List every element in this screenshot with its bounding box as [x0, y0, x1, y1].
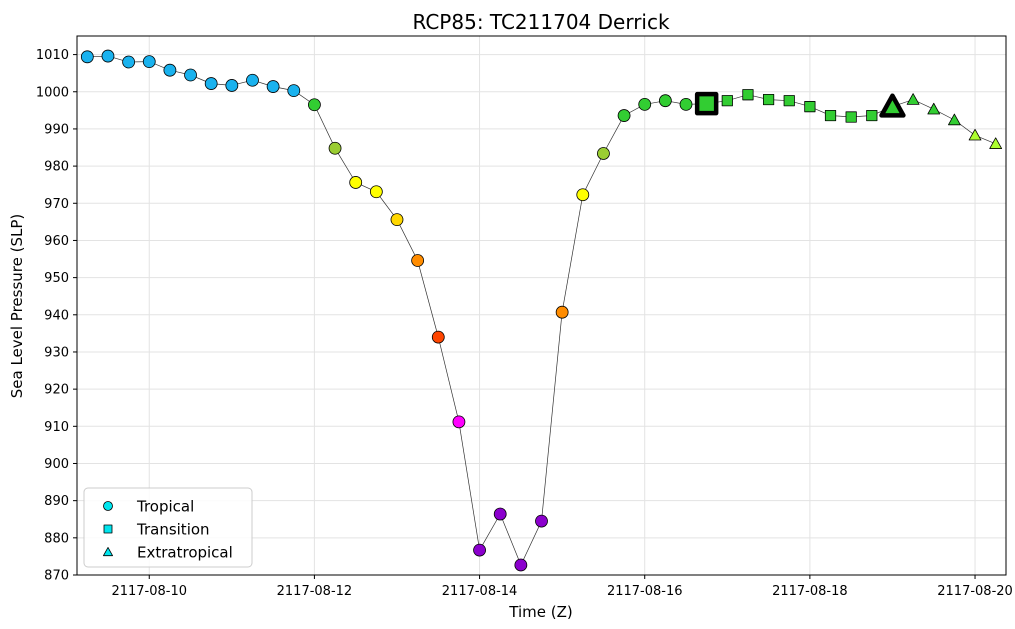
plot-frame — [76, 35, 1007, 576]
highlight-marker — [879, 93, 906, 118]
y-tick-label: 900 — [44, 457, 69, 472]
chart-title: RCP85: TC211704 Derrick — [412, 10, 670, 34]
data-point-tropical — [535, 514, 548, 528]
data-point-tropical — [308, 98, 321, 112]
data-point-extratropical — [968, 128, 982, 141]
highlight-marker — [694, 91, 719, 116]
data-point-transition — [762, 93, 775, 106]
y-axis-label: Sea Level Pressure (SLP) — [8, 214, 26, 399]
data-point-tropical — [638, 97, 652, 111]
data-point-tropical — [349, 176, 363, 189]
data-point-tropical — [101, 49, 115, 63]
data-point-tropical — [246, 73, 259, 87]
y-tick-label: 930 — [44, 345, 69, 360]
y-tick-label: 990 — [44, 122, 69, 137]
data-point-transition — [866, 109, 878, 122]
data-point-tropical — [411, 254, 425, 267]
data-point-tropical — [431, 330, 445, 344]
data-point-tropical — [163, 63, 177, 77]
data-point-tropical — [617, 109, 631, 122]
y-tick-label: 970 — [44, 197, 69, 212]
data-point-tropical — [80, 50, 94, 64]
y-tick-label: 980 — [44, 160, 69, 175]
data-point-tropical — [184, 68, 197, 82]
data-point-extratropical — [927, 102, 941, 115]
data-point-tropical — [514, 558, 528, 572]
data-point-transition — [721, 95, 733, 107]
data-point-tropical — [122, 55, 136, 69]
legend-label: Extratropical — [137, 544, 233, 562]
data-point-tropical — [287, 84, 301, 98]
legend-marker-circle — [103, 501, 113, 511]
legend-marker-square — [103, 524, 113, 534]
data-point-tropical — [225, 79, 239, 92]
y-tick-label: 910 — [44, 420, 69, 435]
legend-label: Tropical — [136, 498, 194, 516]
data-point-tropical — [555, 305, 569, 319]
data-point-extratropical — [906, 93, 920, 105]
data-point-tropical — [658, 94, 672, 108]
data-point-tropical — [390, 213, 404, 227]
y-tick-label: 960 — [44, 234, 69, 249]
data-point-extratropical — [989, 137, 1003, 149]
y-tick-label: 1000 — [36, 85, 69, 100]
data-point-tropical — [266, 80, 280, 93]
data-point-tropical — [369, 185, 383, 199]
y-tick-label: 940 — [44, 308, 69, 323]
data-point-transition — [804, 101, 816, 113]
y-tick-label: 880 — [44, 531, 69, 546]
data-point-transition — [742, 89, 754, 101]
data-point-transition — [824, 109, 837, 122]
data-point-extratropical — [948, 113, 961, 126]
y-tick-label: 890 — [44, 494, 69, 509]
data-point-tropical — [493, 507, 507, 521]
legend-box — [83, 487, 253, 568]
data-point-tropical — [328, 141, 342, 155]
x-axis-ticks: 2117-08-10 2117-08-12 2117-08-14 2117-08-16… — [111, 575, 1013, 599]
legend-marker-triangle — [103, 547, 113, 557]
data-point-tropical — [597, 147, 610, 160]
legend: Tropical Transition Extratropical — [83, 487, 253, 568]
data-point-transition — [783, 95, 795, 107]
y-tick-label: 950 — [44, 271, 69, 286]
x-axis-label: Time (Z) — [508, 603, 572, 621]
data-point-transition — [845, 111, 857, 123]
data-markers — [80, 49, 1003, 572]
data-point-tropical — [473, 543, 486, 557]
x-tick-label: 2117-08-12 — [277, 584, 353, 599]
data-point-tropical — [142, 55, 156, 69]
legend-label: Transition — [136, 521, 210, 539]
data-point-tropical — [576, 188, 590, 202]
x-tick-label: 2117-08-20 — [937, 584, 1013, 599]
grid-lines — [77, 36, 1006, 576]
data-point-tropical — [452, 415, 466, 429]
data-point-tropical — [204, 77, 218, 90]
x-tick-label: 2117-08-18 — [772, 584, 848, 599]
x-tick-label: 2117-08-16 — [607, 584, 683, 599]
y-axis-ticks: 870 880 890 900 910 920 930 940 950 960 970 980 990 1… — [36, 48, 77, 584]
y-tick-label: 870 — [44, 569, 69, 584]
x-tick-label: 2117-08-14 — [442, 584, 518, 599]
y-tick-label: 920 — [44, 383, 69, 398]
data-point-tropical — [679, 97, 693, 111]
y-tick-label: 1010 — [36, 48, 69, 63]
x-tick-label: 2117-08-10 — [111, 584, 187, 599]
